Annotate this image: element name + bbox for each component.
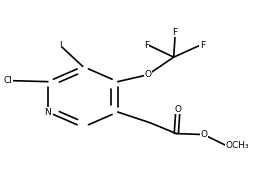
Text: O: O: [174, 105, 181, 114]
Text: Cl: Cl: [4, 76, 13, 85]
Text: I: I: [59, 41, 62, 50]
Text: F: F: [144, 41, 149, 50]
Text: OCH₃: OCH₃: [226, 141, 249, 150]
Text: O: O: [144, 70, 151, 79]
Text: O: O: [200, 130, 207, 139]
Text: F: F: [172, 28, 178, 37]
Text: F: F: [200, 41, 205, 50]
Text: N: N: [44, 108, 51, 117]
